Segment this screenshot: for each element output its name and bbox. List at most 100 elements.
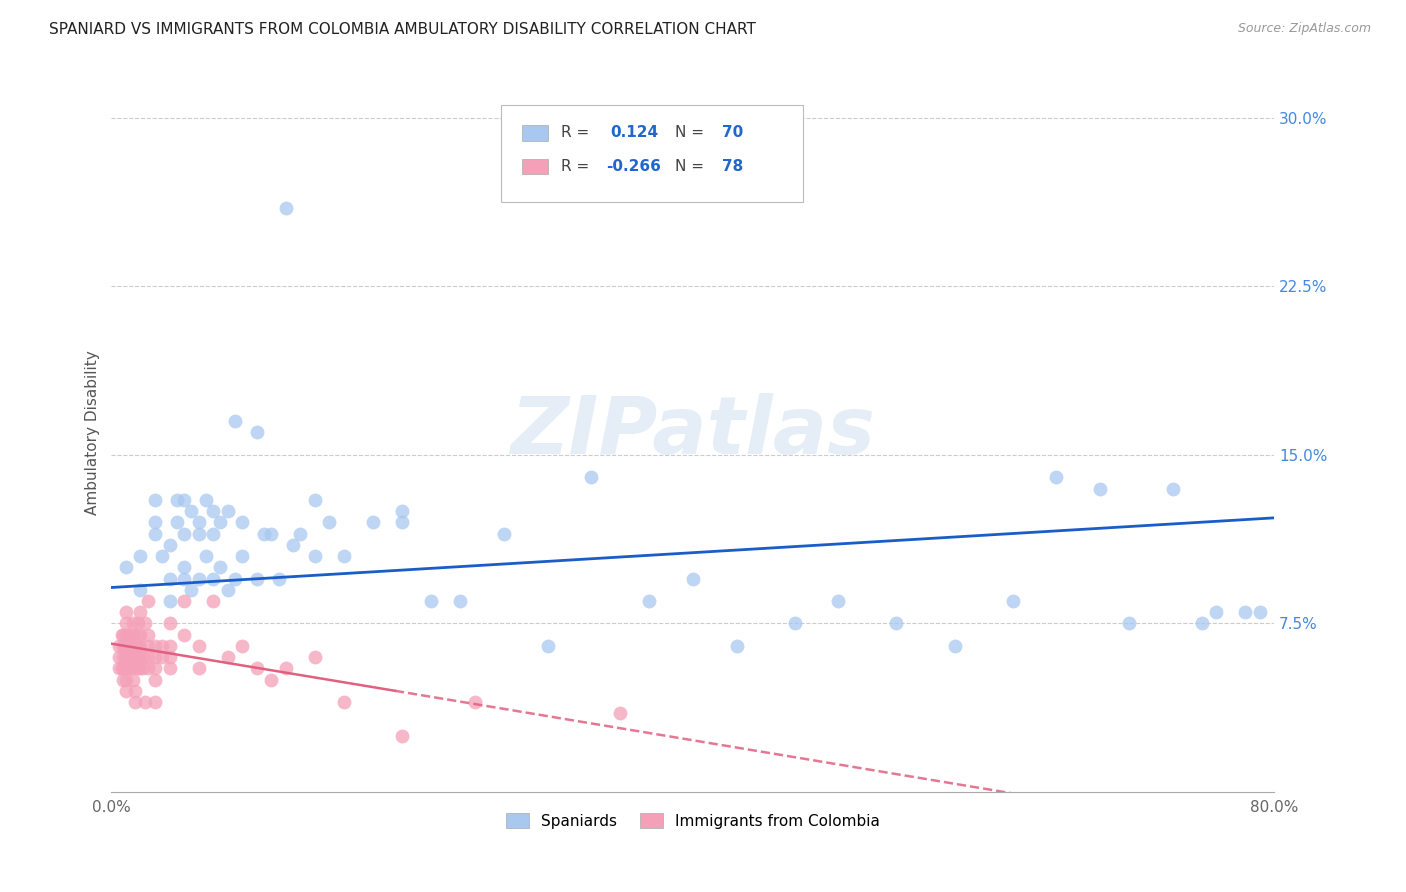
Point (134, 616, 156, 631)
Point (143, 650, 166, 665)
Point (166, 492, 188, 507)
Point (159, 572, 181, 586)
Point (115, 661, 138, 675)
Point (132, 650, 155, 665)
Point (224, 572, 246, 586)
Point (129, 650, 152, 665)
Point (124, 695, 146, 709)
Point (115, 628, 138, 642)
Point (231, 639, 253, 653)
Point (391, 729, 413, 743)
Point (110, 628, 132, 642)
Point (114, 639, 136, 653)
Point (391, 516, 413, 530)
Point (122, 616, 145, 631)
Text: 70: 70 (721, 125, 744, 140)
Point (609, 706, 631, 721)
Point (1088, 482, 1111, 496)
Point (143, 661, 166, 675)
Point (110, 661, 132, 675)
Point (281, 538, 304, 552)
Point (725, 639, 748, 653)
Point (136, 661, 159, 675)
Point (129, 639, 152, 653)
Point (180, 582, 202, 597)
Point (124, 683, 146, 698)
Point (827, 594, 849, 608)
Y-axis label: Ambulatory Disability: Ambulatory Disability (86, 350, 100, 515)
Point (1045, 470, 1067, 484)
Text: ZIPatlas: ZIPatlas (510, 393, 876, 472)
Point (173, 594, 195, 608)
Point (682, 572, 704, 586)
Point (134, 695, 156, 709)
Point (112, 650, 135, 665)
Point (187, 572, 209, 586)
Point (492, 526, 515, 541)
Point (1234, 605, 1257, 619)
Text: Source: ZipAtlas.com: Source: ZipAtlas.com (1237, 22, 1371, 36)
Point (129, 549, 152, 563)
Point (274, 201, 297, 215)
Point (290, 526, 312, 541)
Point (136, 650, 159, 665)
Point (129, 582, 152, 597)
Point (274, 661, 297, 675)
FancyBboxPatch shape (522, 125, 547, 141)
Point (129, 628, 152, 642)
Text: R =: R = (561, 159, 589, 174)
Point (579, 470, 602, 484)
Point (304, 549, 326, 563)
Point (143, 492, 166, 507)
Point (136, 594, 159, 608)
Point (114, 661, 136, 675)
Point (420, 594, 443, 608)
Point (159, 650, 181, 665)
FancyBboxPatch shape (522, 159, 547, 174)
Point (129, 605, 152, 619)
Point (391, 504, 413, 518)
FancyBboxPatch shape (501, 105, 803, 202)
Point (1191, 616, 1213, 631)
Point (112, 673, 135, 687)
Point (129, 661, 152, 675)
Point (1001, 594, 1024, 608)
Point (122, 628, 145, 642)
Point (209, 560, 232, 574)
Point (943, 639, 966, 653)
Point (231, 516, 253, 530)
Point (318, 516, 340, 530)
Point (361, 516, 384, 530)
Point (333, 549, 356, 563)
Point (1118, 616, 1140, 631)
Point (187, 661, 209, 675)
Point (173, 492, 195, 507)
Point (143, 673, 166, 687)
Point (112, 628, 135, 642)
Point (304, 650, 326, 665)
Text: 78: 78 (721, 159, 744, 174)
Point (120, 661, 142, 675)
Point (1249, 605, 1271, 619)
Point (202, 572, 225, 586)
Legend: Spaniards, Immigrants from Colombia: Spaniards, Immigrants from Colombia (499, 806, 886, 835)
Text: N =: N = (675, 125, 704, 140)
Point (173, 526, 195, 541)
Point (173, 572, 195, 586)
Text: 0.124: 0.124 (610, 125, 658, 140)
Point (143, 639, 166, 653)
Point (260, 673, 283, 687)
Point (127, 639, 149, 653)
Point (217, 582, 239, 597)
Point (202, 526, 225, 541)
Point (180, 504, 202, 518)
Point (143, 516, 166, 530)
Point (260, 526, 283, 541)
Point (120, 639, 142, 653)
Point (159, 616, 181, 631)
Text: -0.266: -0.266 (606, 159, 661, 174)
Point (1161, 482, 1184, 496)
Point (159, 639, 181, 653)
Point (783, 616, 806, 631)
Point (202, 594, 225, 608)
